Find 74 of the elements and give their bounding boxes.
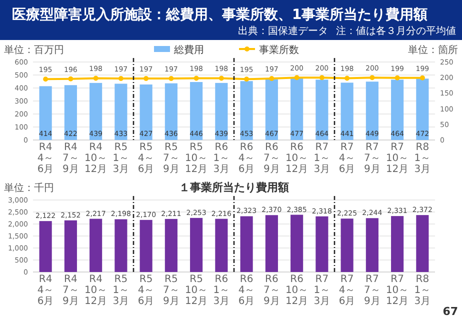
bar <box>114 84 128 140</box>
bar <box>190 218 203 272</box>
x-tick-label: R4 7～9月 <box>62 142 79 175</box>
x-tick-label: R5 4～6月 <box>138 274 154 307</box>
bar <box>265 79 278 140</box>
bar <box>316 216 328 272</box>
bar <box>140 84 152 140</box>
bar <box>164 83 178 140</box>
bar <box>39 86 52 140</box>
text: 注：値は各３月分の平均値 <box>336 25 456 37</box>
x-tick-label: R6 10～12月 <box>285 142 308 175</box>
bar <box>140 220 152 272</box>
bar <box>366 82 378 140</box>
x-tick-label: R5 4～6月 <box>138 142 154 175</box>
bar <box>240 81 253 140</box>
x-tick-label: R7 7～9月 <box>364 142 380 175</box>
y2-axis-title: 単位：箇所 <box>408 44 458 56</box>
bar <box>64 85 77 140</box>
y-axis-title: 単位：千円 <box>4 182 54 194</box>
bar <box>316 80 328 140</box>
bar <box>366 218 378 272</box>
x-tick-label: R5 10～12月 <box>184 274 208 307</box>
legend-label: 事業所数 <box>259 44 299 56</box>
bar <box>215 218 228 272</box>
x-tick-label: R4 10～12月 <box>84 142 108 175</box>
x-tick-label: R7 10～12月 <box>386 274 409 307</box>
bar <box>164 218 178 272</box>
x-tick-label: R7 7～9月 <box>364 274 380 307</box>
bar <box>416 215 429 272</box>
x-tick-label: R6 1～3月 <box>213 274 230 307</box>
x-tick-label: R7 1～3月 <box>314 274 330 307</box>
x-tick-label: R8 1～3月 <box>414 274 431 307</box>
x-tick-label: R4 7～9月 <box>62 274 79 307</box>
x-tick-label: R7 4～6月 <box>338 274 356 307</box>
bar <box>340 82 354 140</box>
x-tick-label: R6 4～6月 <box>238 142 255 175</box>
x-tick-label: R6 7～9月 <box>264 142 280 175</box>
x-tick-label: R4 4～6月 <box>37 274 54 307</box>
bar <box>39 221 52 272</box>
text: 67 <box>442 305 458 318</box>
x-tick-label: R6 7～9月 <box>264 274 280 307</box>
x-tick-label: R5 10～12月 <box>184 142 208 175</box>
bar <box>416 78 429 140</box>
x-tick-label: R7 4～6月 <box>338 142 356 175</box>
x-tick-label: R6 1～3月 <box>213 142 230 175</box>
bar <box>90 82 102 140</box>
x-tick-label: R6 10～12月 <box>285 274 308 307</box>
source-note: 出典：国保連データ <box>238 25 328 37</box>
bar <box>290 78 304 140</box>
x-tick-label: R4 4～6月 <box>37 142 54 175</box>
bar <box>215 82 228 140</box>
x-tick-label: R5 7～9月 <box>163 274 180 307</box>
bar <box>240 216 253 272</box>
bar <box>391 216 404 272</box>
legend-label: 総費用 <box>173 44 204 56</box>
x-tick-label: R5 7～9月 <box>163 142 180 175</box>
chart-title: 医療型障害児入所施設：総費用、事業所数、1事業所当たり費用額 <box>12 6 428 23</box>
chart-title: １事業所当たり費用額 <box>179 181 289 194</box>
x-tick-label: R7 1～3月 <box>314 142 330 175</box>
x-tick-label: R8 1～3月 <box>414 142 431 175</box>
x-tick-label: R4 10～12月 <box>84 274 108 307</box>
bar <box>391 80 404 140</box>
y-axis-title: 単位：百万円 <box>4 44 64 56</box>
bar <box>114 219 128 272</box>
bar <box>265 215 278 272</box>
x-tick-label: R7 10～12月 <box>386 142 409 175</box>
bar <box>64 220 77 272</box>
bar <box>190 82 203 140</box>
bar <box>290 214 304 272</box>
bar <box>340 218 354 272</box>
bar <box>90 218 102 272</box>
x-tick-label: R6 4～6月 <box>238 274 255 307</box>
x-tick-label: R5 1～3月 <box>112 142 130 175</box>
x-tick-label: R5 1～3月 <box>112 274 130 307</box>
